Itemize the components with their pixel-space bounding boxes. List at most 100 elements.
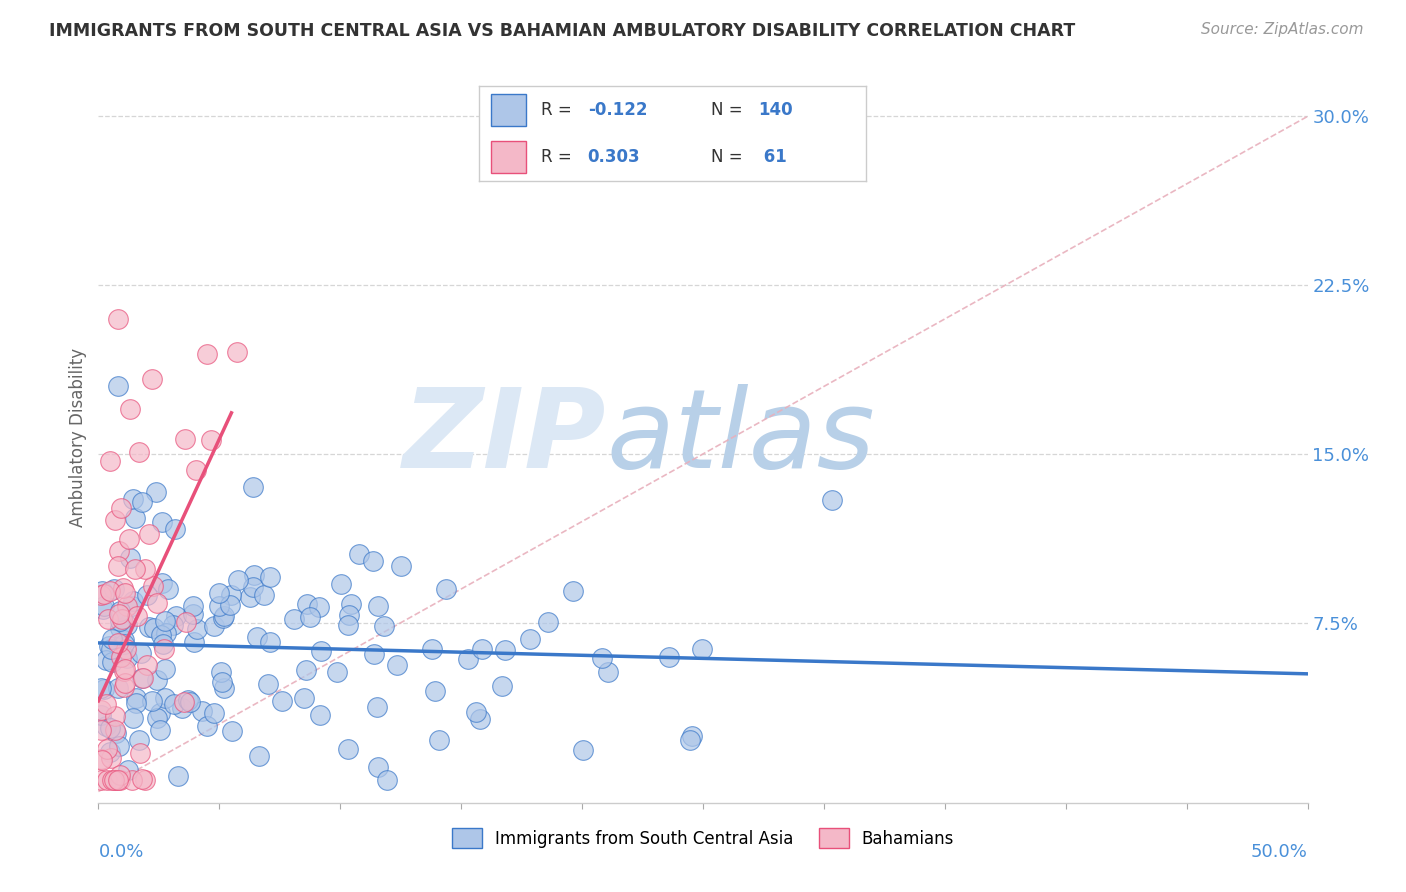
Point [494, 642, 516, 657]
Point [145, 673, 167, 688]
Point [131, 672, 153, 686]
Point [114, 586, 136, 600]
Point [295, 663, 318, 677]
Point [90, 681, 112, 695]
Point [214, 681, 236, 696]
Point [90, 753, 112, 767]
Point [117, 764, 139, 778]
Point [153, 641, 176, 656]
Point [211, 611, 233, 625]
Point [117, 599, 139, 613]
Point [246, 630, 269, 644]
Point [200, 433, 222, 447]
Point [107, 773, 129, 788]
Point [295, 597, 318, 611]
Point [562, 584, 585, 599]
Point [142, 579, 165, 593]
Point [107, 558, 129, 573]
Point [124, 511, 146, 525]
Point [434, 582, 457, 596]
Point [115, 641, 138, 656]
Point [219, 588, 242, 602]
Point [90, 702, 112, 716]
Point [118, 533, 141, 547]
Point [128, 746, 150, 760]
Point [221, 723, 243, 738]
Point [104, 513, 127, 527]
Point [143, 621, 166, 635]
Point [190, 704, 212, 718]
Point [242, 580, 264, 594]
Point [243, 568, 266, 582]
Point [337, 618, 360, 632]
Point [138, 619, 160, 633]
Point [97, 612, 120, 626]
Point [209, 665, 232, 679]
Point [183, 635, 205, 649]
Point [226, 574, 249, 588]
Point [97, 640, 120, 654]
Point [112, 664, 135, 678]
Point [155, 625, 177, 640]
Point [134, 562, 156, 576]
Point [457, 652, 479, 666]
Point [692, 641, 714, 656]
Point [157, 582, 180, 597]
Point [108, 604, 131, 618]
Point [90, 588, 112, 602]
Point [108, 614, 131, 628]
Point [373, 619, 395, 633]
Point [91, 583, 114, 598]
Point [195, 719, 218, 733]
Point [211, 675, 233, 690]
Point [136, 588, 159, 602]
Point [145, 484, 167, 499]
Point [423, 684, 446, 698]
Point [122, 594, 145, 608]
Point [110, 768, 132, 782]
Point [112, 637, 135, 651]
Point [389, 558, 412, 573]
Point [271, 694, 294, 708]
Point [681, 729, 703, 743]
Point [366, 700, 388, 714]
Point [311, 644, 333, 658]
Point [121, 491, 143, 506]
Point [96, 653, 118, 667]
Point [257, 677, 280, 691]
Point [136, 658, 159, 673]
Point [153, 690, 176, 705]
Point [93, 599, 115, 613]
Point [367, 599, 389, 613]
Point [141, 694, 163, 708]
Point [98, 454, 121, 468]
Point [347, 547, 370, 561]
Point [184, 462, 207, 476]
Point [385, 657, 408, 672]
Legend: Immigrants from South Central Asia, Bahamians: Immigrants from South Central Asia, Baha… [443, 820, 963, 856]
Point [110, 500, 132, 515]
Point [96, 719, 118, 733]
Point [361, 554, 384, 568]
Point [218, 598, 240, 612]
Point [100, 655, 122, 669]
Point [100, 642, 122, 657]
Point [427, 733, 450, 747]
Point [114, 675, 136, 690]
Point [125, 691, 148, 706]
Point [162, 698, 184, 712]
Point [98, 745, 121, 759]
Point [166, 769, 188, 783]
Point [121, 599, 143, 613]
Point [112, 680, 135, 694]
Point [141, 372, 163, 386]
Point [110, 773, 132, 788]
Point [679, 733, 702, 747]
Point [329, 577, 352, 591]
Point [93, 587, 115, 601]
Point [596, 665, 619, 680]
Point [98, 583, 121, 598]
Point [110, 621, 132, 635]
Point [375, 773, 398, 788]
Point [108, 543, 131, 558]
